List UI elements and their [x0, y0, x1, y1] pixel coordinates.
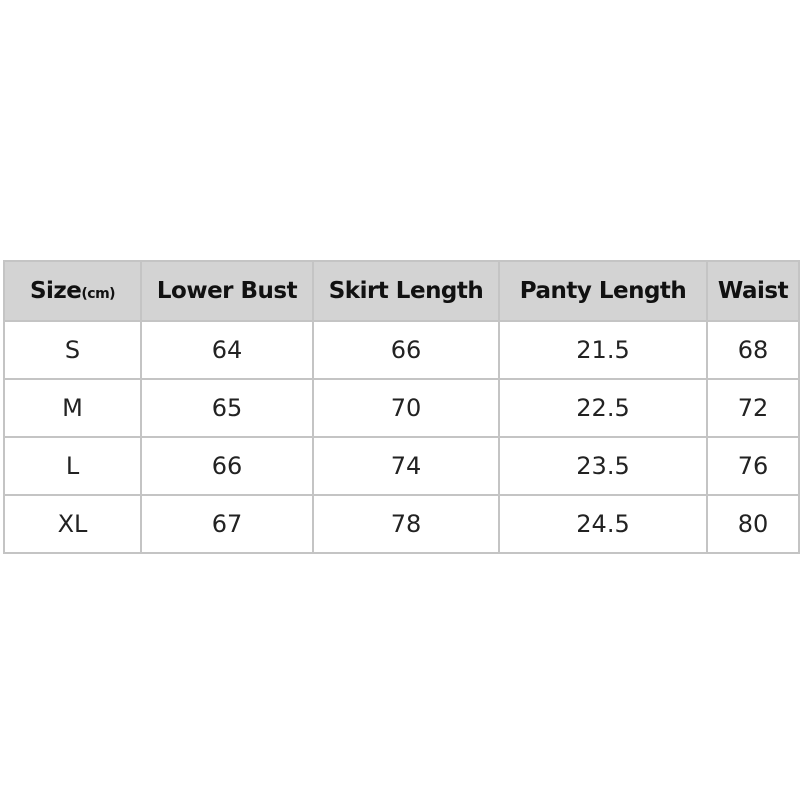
cell-size: XL: [3, 494, 142, 554]
table-row: XL 67 78 24.5 80: [3, 494, 800, 554]
cell-panty-length: 21.5: [498, 320, 708, 380]
cell-waist: 72: [706, 378, 800, 438]
size-unit: (cm): [81, 286, 116, 302]
cell-skirt-length: 66: [312, 320, 500, 380]
header-size: Size(cm): [3, 260, 142, 322]
cell-skirt-length: 70: [312, 378, 500, 438]
cell-skirt-length: 78: [312, 494, 500, 554]
cell-lower-bust: 65: [140, 378, 314, 438]
cell-panty-length: 22.5: [498, 378, 708, 438]
header-row: Size(cm) Lower Bust Skirt Length Panty L…: [3, 260, 800, 322]
cell-size: L: [3, 436, 142, 496]
cell-lower-bust: 64: [140, 320, 314, 380]
header-skirt-length: Skirt Length: [312, 260, 500, 322]
cell-waist: 68: [706, 320, 800, 380]
table-row: M 65 70 22.5 72: [3, 378, 800, 438]
header-size-label: Size: [29, 278, 82, 304]
cell-lower-bust: 67: [140, 494, 314, 554]
header-waist: Waist: [706, 260, 800, 322]
cell-lower-bust: 66: [140, 436, 314, 496]
size-chart-table: Size(cm) Lower Bust Skirt Length Panty L…: [3, 260, 800, 554]
header-panty-length: Panty Length: [498, 260, 708, 322]
cell-size: M: [3, 378, 142, 438]
cell-panty-length: 23.5: [498, 436, 708, 496]
cell-panty-length: 24.5: [498, 494, 708, 554]
table-row: L 66 74 23.5 76: [3, 436, 800, 496]
table-row: S 64 66 21.5 68: [3, 320, 800, 380]
cell-size: S: [3, 320, 142, 380]
cell-waist: 80: [706, 494, 800, 554]
cell-skirt-length: 74: [312, 436, 500, 496]
header-lower-bust: Lower Bust: [140, 260, 314, 322]
cell-waist: 76: [706, 436, 800, 496]
